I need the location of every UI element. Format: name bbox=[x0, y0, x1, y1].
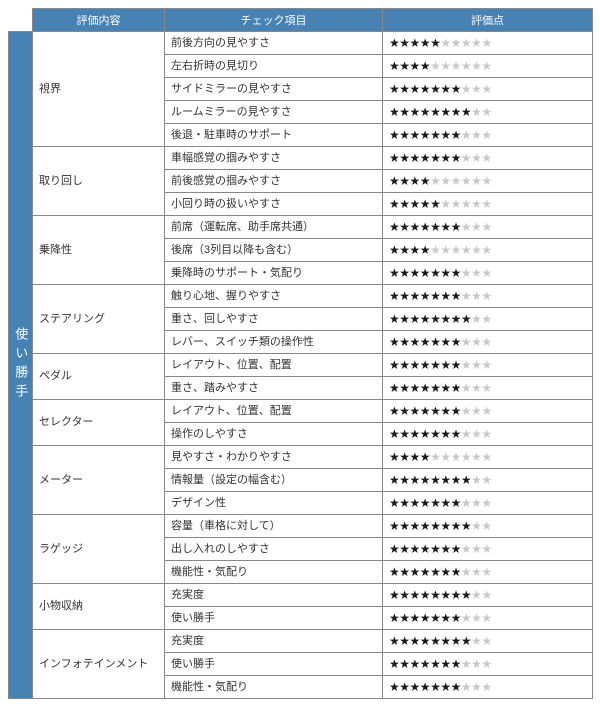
category-cell: メーター bbox=[33, 446, 165, 515]
check-item-cell: 容量（車格に対して） bbox=[165, 515, 383, 538]
check-item-cell: 重さ、踏みやすさ bbox=[165, 377, 383, 400]
section-label: 使い勝手 bbox=[9, 32, 33, 699]
header-check: チェック項目 bbox=[165, 9, 383, 32]
rating-cell: ★★★★★★★★★★ bbox=[383, 561, 593, 584]
rating-cell: ★★★★★★★★★★ bbox=[383, 308, 593, 331]
category-cell: 小物収納 bbox=[33, 584, 165, 630]
table-row: メーター見やすさ・わかりやすさ★★★★★★★★★★ bbox=[9, 446, 593, 469]
check-item-cell: レイアウト、位置、配置 bbox=[165, 354, 383, 377]
check-item-cell: 後退・駐車時のサポート bbox=[165, 124, 383, 147]
table-row: インフォテインメント充実度★★★★★★★★★★ bbox=[9, 630, 593, 653]
check-item-cell: デザイン性 bbox=[165, 492, 383, 515]
table-row: 小物収納充実度★★★★★★★★★★ bbox=[9, 584, 593, 607]
table-row: 取り回し車幅感覚の掴みやすさ★★★★★★★★★★ bbox=[9, 147, 593, 170]
category-cell: ステアリング bbox=[33, 285, 165, 354]
table-body: 使い勝手視界前後方向の見やすさ★★★★★★★★★★左右折時の見切り★★★★★★★… bbox=[9, 32, 593, 699]
check-item-cell: 前後感覚の掴みやすさ bbox=[165, 170, 383, 193]
check-item-cell: レバー、スイッチ類の操作性 bbox=[165, 331, 383, 354]
rating-cell: ★★★★★★★★★★ bbox=[383, 653, 593, 676]
table-row: ペダルレイアウト、位置、配置★★★★★★★★★★ bbox=[9, 354, 593, 377]
check-item-cell: 小回り時の扱いやすさ bbox=[165, 193, 383, 216]
rating-cell: ★★★★★★★★★★ bbox=[383, 101, 593, 124]
check-item-cell: 出し入れのしやすさ bbox=[165, 538, 383, 561]
header-eval: 評価内容 bbox=[33, 9, 165, 32]
rating-cell: ★★★★★★★★★★ bbox=[383, 354, 593, 377]
rating-cell: ★★★★★★★★★★ bbox=[383, 170, 593, 193]
check-item-cell: 充実度 bbox=[165, 584, 383, 607]
rating-cell: ★★★★★★★★★★ bbox=[383, 147, 593, 170]
rating-cell: ★★★★★★★★★★ bbox=[383, 377, 593, 400]
rating-cell: ★★★★★★★★★★ bbox=[383, 193, 593, 216]
table-row: ラゲッジ容量（車格に対して）★★★★★★★★★★ bbox=[9, 515, 593, 538]
evaluation-table: 評価内容 チェック項目 評価点 使い勝手視界前後方向の見やすさ★★★★★★★★★… bbox=[8, 8, 593, 699]
check-item-cell: 使い勝手 bbox=[165, 653, 383, 676]
check-item-cell: 前席（運転席、助手席共通） bbox=[165, 216, 383, 239]
rating-cell: ★★★★★★★★★★ bbox=[383, 469, 593, 492]
check-item-cell: 使い勝手 bbox=[165, 607, 383, 630]
rating-cell: ★★★★★★★★★★ bbox=[383, 515, 593, 538]
check-item-cell: 機能性・気配り bbox=[165, 561, 383, 584]
category-cell: 乗降性 bbox=[33, 216, 165, 285]
check-item-cell: 乗降時のサポート・気配り bbox=[165, 262, 383, 285]
rating-cell: ★★★★★★★★★★ bbox=[383, 55, 593, 78]
rating-cell: ★★★★★★★★★★ bbox=[383, 239, 593, 262]
rating-cell: ★★★★★★★★★★ bbox=[383, 492, 593, 515]
table-row: ステアリング触り心地、握りやすさ★★★★★★★★★★ bbox=[9, 285, 593, 308]
table-row: 乗降性前席（運転席、助手席共通）★★★★★★★★★★ bbox=[9, 216, 593, 239]
category-cell: ペダル bbox=[33, 354, 165, 400]
header-corner bbox=[9, 9, 33, 32]
rating-cell: ★★★★★★★★★★ bbox=[383, 423, 593, 446]
header-score: 評価点 bbox=[383, 9, 593, 32]
check-item-cell: 前後方向の見やすさ bbox=[165, 32, 383, 55]
rating-cell: ★★★★★★★★★★ bbox=[383, 262, 593, 285]
check-item-cell: 触り心地、握りやすさ bbox=[165, 285, 383, 308]
category-cell: インフォテインメント bbox=[33, 630, 165, 699]
check-item-cell: 情報量（設定の幅含む） bbox=[165, 469, 383, 492]
check-item-cell: 機能性・気配り bbox=[165, 676, 383, 699]
check-item-cell: 重さ、回しやすさ bbox=[165, 308, 383, 331]
rating-cell: ★★★★★★★★★★ bbox=[383, 607, 593, 630]
rating-cell: ★★★★★★★★★★ bbox=[383, 32, 593, 55]
rating-cell: ★★★★★★★★★★ bbox=[383, 630, 593, 653]
rating-cell: ★★★★★★★★★★ bbox=[383, 331, 593, 354]
table-row: セレクターレイアウト、位置、配置★★★★★★★★★★ bbox=[9, 400, 593, 423]
check-item-cell: 操作のしやすさ bbox=[165, 423, 383, 446]
rating-cell: ★★★★★★★★★★ bbox=[383, 400, 593, 423]
check-item-cell: 後席（3列目以降も含む） bbox=[165, 239, 383, 262]
category-cell: セレクター bbox=[33, 400, 165, 446]
category-cell: 視界 bbox=[33, 32, 165, 147]
category-cell: ラゲッジ bbox=[33, 515, 165, 584]
check-item-cell: サイドミラーの見やすさ bbox=[165, 78, 383, 101]
rating-cell: ★★★★★★★★★★ bbox=[383, 676, 593, 699]
rating-cell: ★★★★★★★★★★ bbox=[383, 285, 593, 308]
check-item-cell: ルームミラーの見やすさ bbox=[165, 101, 383, 124]
rating-cell: ★★★★★★★★★★ bbox=[383, 446, 593, 469]
check-item-cell: レイアウト、位置、配置 bbox=[165, 400, 383, 423]
header-row: 評価内容 チェック項目 評価点 bbox=[9, 9, 593, 32]
check-item-cell: 左右折時の見切り bbox=[165, 55, 383, 78]
check-item-cell: 充実度 bbox=[165, 630, 383, 653]
check-item-cell: 車幅感覚の掴みやすさ bbox=[165, 147, 383, 170]
rating-cell: ★★★★★★★★★★ bbox=[383, 124, 593, 147]
check-item-cell: 見やすさ・わかりやすさ bbox=[165, 446, 383, 469]
rating-cell: ★★★★★★★★★★ bbox=[383, 216, 593, 239]
table-row: 使い勝手視界前後方向の見やすさ★★★★★★★★★★ bbox=[9, 32, 593, 55]
rating-cell: ★★★★★★★★★★ bbox=[383, 538, 593, 561]
rating-cell: ★★★★★★★★★★ bbox=[383, 584, 593, 607]
rating-cell: ★★★★★★★★★★ bbox=[383, 78, 593, 101]
category-cell: 取り回し bbox=[33, 147, 165, 216]
